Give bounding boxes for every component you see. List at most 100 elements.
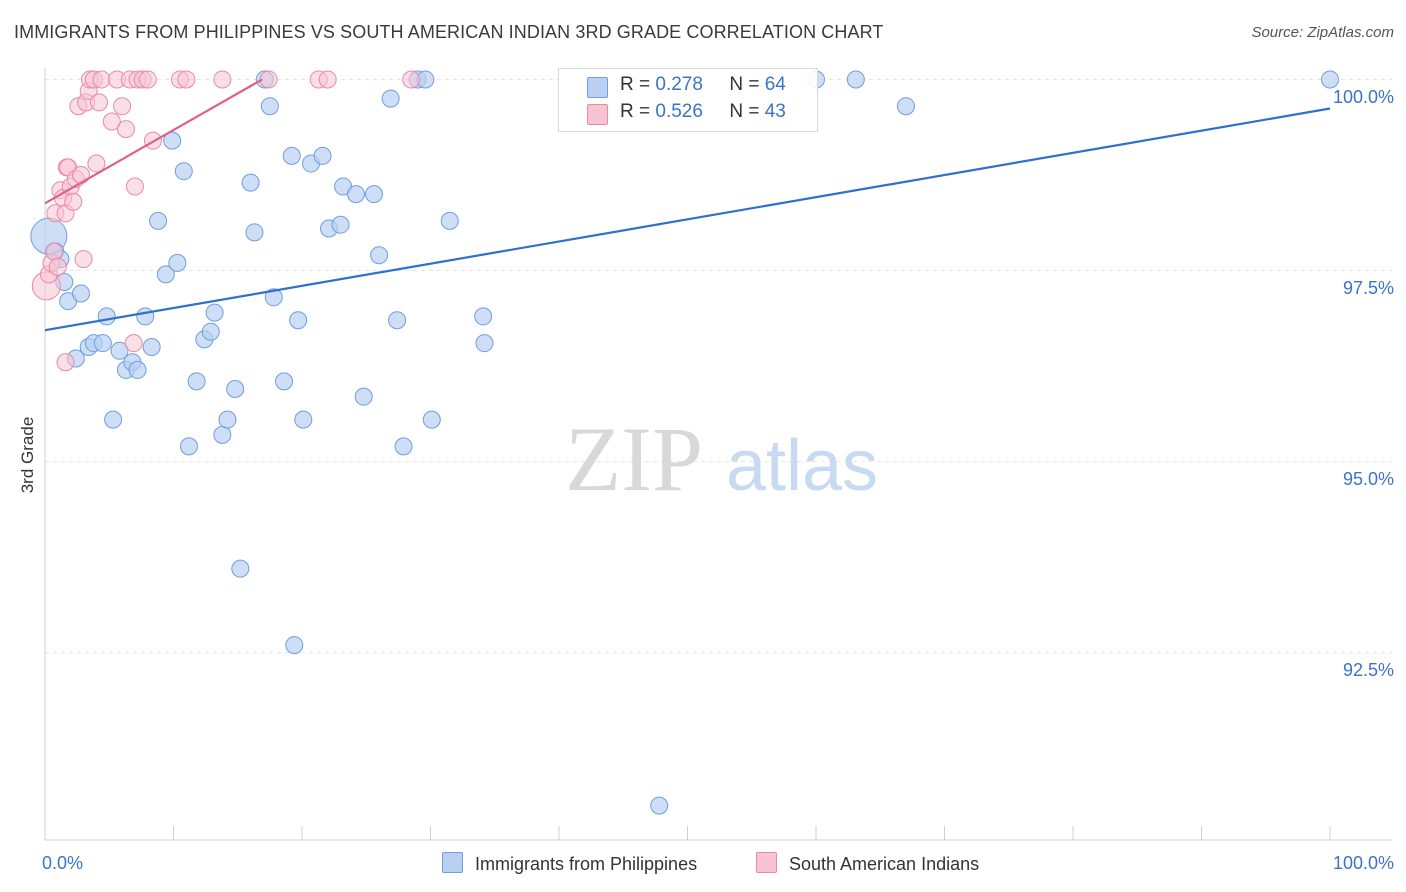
bottom-legend-south-american-indians: South American Indians [756,852,979,875]
trend-line-south-american-indians [44,78,263,205]
point-south-american-indians [92,70,111,89]
point-philippines [71,284,90,303]
y-tick-label-92-5: 92.5% [1342,660,1394,680]
point-philippines [331,215,350,234]
point-philippines [846,70,865,89]
legend-r-label: R = [620,101,651,122]
point-south-american-indians [71,166,90,185]
point-south-american-indians [56,353,75,372]
point-philippines [179,437,198,456]
point-philippines [474,307,493,326]
legend-n-value-south-american-indians: 43 [764,101,786,122]
watermark: ZIP atlas [565,408,878,510]
trend-lines [44,78,1331,332]
point-south-american-indians [74,250,93,269]
point-philippines [187,372,206,391]
point-south-american-indians [48,257,67,276]
point-south-american-indians [124,334,143,353]
bottom-legend-label-philippines: Immigrants from Philippines [475,854,698,874]
point-philippines [168,253,187,272]
legend-r-value-south-american-indians: 0.526 [655,101,703,122]
point-south-american-indians [44,242,63,261]
axes [44,68,1392,841]
y-tick-label-95: 95.0% [1342,469,1394,489]
point-philippines [156,265,175,284]
point-philippines [440,211,459,230]
point-philippines [388,311,407,330]
point-south-american-indians [102,112,121,131]
source-label: Source: ZipAtlas.com [1251,24,1394,41]
legend-n-label: N = [729,74,760,95]
point-philippines [285,636,304,655]
point-south-american-indians [177,70,196,89]
point-south-american-indians [138,70,157,89]
point-philippines [128,360,147,379]
point-philippines [422,410,441,429]
legend-r-label: R = [620,74,651,95]
x-tick-label-max: 100.0% [1332,853,1394,873]
legend-n-value-philippines: 64 [764,74,786,95]
point-philippines [149,211,168,230]
point-philippines [650,796,669,815]
point-philippines [201,322,220,341]
point-philippines [394,437,413,456]
data-points [30,70,1339,815]
point-south-american-indians [259,70,278,89]
legend-n-label: N = [729,101,760,122]
point-philippines [354,387,373,406]
point-philippines [213,425,232,444]
point-philippines [1321,70,1339,89]
point-philippines [294,410,313,429]
bottom-legend-label-south-american-indians: South American Indians [789,854,980,874]
chart-title: IMMIGRANTS FROM PHILIPPINES VS SOUTH AME… [14,22,884,42]
y-tick-label-100: 100.0% [1332,87,1394,107]
legend-r-value-philippines: 0.278 [655,74,703,95]
point-south-american-indians [402,70,421,89]
point-philippines [275,372,294,391]
point-philippines [313,146,332,165]
point-south-american-indians [113,97,132,116]
point-philippines [346,185,365,204]
point-philippines [226,380,245,399]
stats-legend: R = 0.278 N = 64 R = 0.526 N = 43 [558,68,818,132]
x-tick-label-min: 0.0% [42,853,84,873]
legend-swatch-south-american-indians [587,104,608,125]
point-philippines [174,162,193,181]
legend-swatch-philippines [587,77,608,98]
point-philippines [163,131,182,150]
bottom-legend-swatch-south-american-indians [756,852,777,873]
trend-line-philippines [44,107,1331,332]
point-philippines [241,173,260,192]
point-philippines [896,97,915,116]
y-tick-label-97-5: 97.5% [1342,278,1394,298]
point-philippines [97,307,116,326]
point-philippines [104,410,123,429]
point-philippines [142,337,161,356]
bottom-legend-philippines: Immigrants from Philippines [442,852,697,875]
point-philippines [260,97,279,116]
point-philippines [381,89,400,108]
point-philippines [370,246,389,265]
point-philippines [289,311,308,330]
bottom-legend-swatch-philippines [442,852,463,873]
point-philippines [245,223,264,242]
point-philippines [364,185,383,204]
point-south-american-indians [87,154,106,173]
point-philippines [282,146,301,165]
point-philippines [136,307,155,326]
point-philippines [264,288,283,307]
point-south-american-indians [64,192,83,211]
point-south-american-indians [125,177,144,196]
point-philippines [475,334,494,353]
point-philippines [93,334,112,353]
point-philippines [231,559,250,578]
point-south-american-indians [318,70,337,89]
watermark-zip: ZIP [565,408,703,510]
point-philippines [110,341,129,360]
point-philippines [218,410,237,429]
point-south-american-indians [116,120,135,139]
point-south-american-indians [213,70,232,89]
point-philippines [205,303,224,322]
watermark-atlas: atlas [726,426,878,506]
